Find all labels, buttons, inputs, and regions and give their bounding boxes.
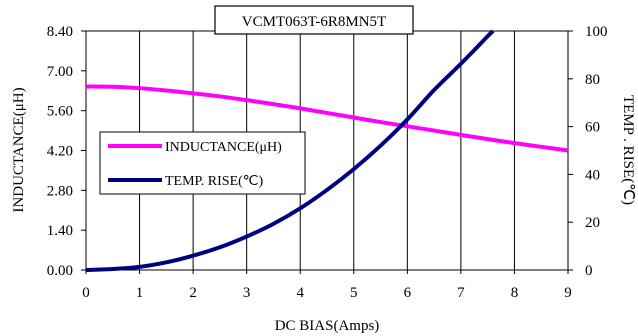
chart-title: VCMT063T-6R8MN5T xyxy=(242,14,386,30)
x-tick-label: 6 xyxy=(404,285,412,301)
legend-label-inductance: INDUCTANCE(μH) xyxy=(165,140,282,155)
y-tick-label: 0.00 xyxy=(47,263,73,279)
x-axis-title: DC BIAS(Amps) xyxy=(275,318,380,334)
legend-label-temp-rise: TEMP. RISE(℃) xyxy=(165,174,264,189)
y2-tick-label: 80 xyxy=(585,72,600,88)
y2-tick-label: 100 xyxy=(585,24,608,40)
x-tick-label: 9 xyxy=(564,285,572,301)
x-tick-label: 0 xyxy=(82,285,90,301)
x-tick-label: 1 xyxy=(136,285,144,301)
legend-box xyxy=(99,131,306,195)
x-tick-label: 2 xyxy=(189,285,197,301)
inductance-series-line xyxy=(85,84,569,153)
y-tick-label: 4.20 xyxy=(47,144,73,160)
y2-tick-label: 40 xyxy=(585,167,600,183)
y2-tick-label: 60 xyxy=(585,120,600,136)
title-box xyxy=(214,5,414,35)
y-tick-label: 1.40 xyxy=(47,223,73,239)
y-tick-label: 8.40 xyxy=(47,24,73,40)
series-lines xyxy=(85,29,569,272)
temp-rise-series-line xyxy=(85,29,495,272)
x-tick-label: 7 xyxy=(457,285,465,301)
y2-tick-label: 0 xyxy=(585,263,593,279)
y-tick-label: 2.80 xyxy=(47,183,73,199)
x-tick-label: 5 xyxy=(350,285,358,301)
axis-ticks: 0 1 2 3 4 5 6 7 8 9 0.00 1.40 2.80 4.20 5.60 7.00 8.40 0 2… xyxy=(47,24,608,301)
y-axis-title: INDUCTANCE(μH) xyxy=(11,87,27,212)
x-tick-label: 8 xyxy=(511,285,519,301)
y-tick-label: 5.60 xyxy=(47,104,73,120)
y2-axis-title: TEMP . RISE(℃) xyxy=(620,95,636,205)
y2-tick-label: 20 xyxy=(585,215,600,231)
y-tick-label: 7.00 xyxy=(47,64,73,80)
x-tick-label: 4 xyxy=(296,285,304,301)
x-tick-label: 3 xyxy=(243,285,251,301)
